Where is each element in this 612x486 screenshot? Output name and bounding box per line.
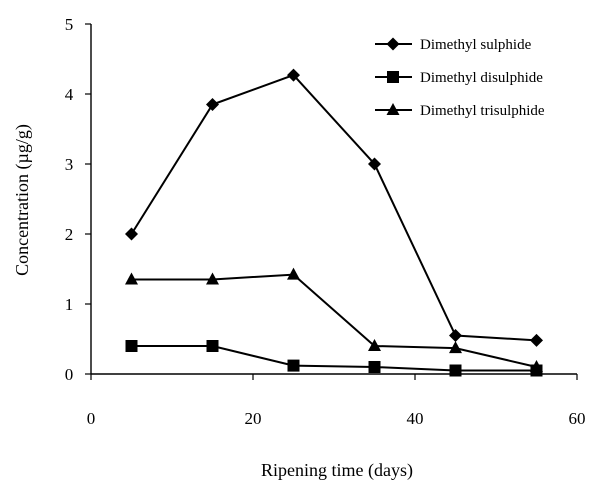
- data-point: [125, 272, 138, 285]
- axes: [90, 24, 577, 375]
- data-point: [287, 359, 300, 372]
- data-point: [449, 329, 462, 342]
- data-point: [206, 340, 219, 352]
- legend-label: Dimethyl trisulphide: [420, 103, 545, 119]
- series-group: [125, 68, 543, 377]
- x-axis-title: Ripening time (days): [261, 460, 413, 481]
- data-point: [530, 360, 543, 372]
- data-point: [287, 68, 300, 82]
- legend-item: Dimethyl sulphide: [375, 37, 532, 53]
- y-axis-title: Concentration (µg/g): [12, 124, 33, 276]
- y-tick-label: 5: [65, 15, 74, 34]
- y-tick-label: 1: [65, 295, 74, 314]
- x-tick-label: 0: [87, 409, 96, 428]
- data-point: [449, 364, 462, 377]
- data-point: [368, 361, 381, 373]
- x-tick-label: 40: [407, 409, 424, 428]
- data-point: [368, 157, 381, 171]
- data-point: [206, 98, 219, 111]
- legend-label: Dimethyl disulphide: [420, 70, 543, 86]
- data-point: [125, 340, 138, 352]
- y-tick-label: 2: [65, 225, 74, 244]
- data-point: [206, 272, 219, 285]
- series-square: [125, 340, 543, 377]
- x-tick-label: 60: [569, 409, 586, 428]
- legend-label: Dimethyl sulphide: [420, 37, 532, 53]
- series-line: [131, 273, 537, 368]
- data-point: [530, 333, 543, 347]
- series-diamond: [125, 68, 543, 347]
- ticks: 0 1 2 3 4 5 0 20 40 60: [65, 15, 586, 428]
- data-point: [125, 227, 138, 241]
- series-line: [131, 345, 537, 372]
- data-point: [287, 267, 300, 280]
- y-tick-label: 3: [65, 155, 74, 174]
- series-line: [130, 73, 537, 342]
- legend-item: Dimethyl disulphide: [375, 70, 543, 86]
- y-tick-label: 0: [65, 365, 74, 384]
- legend-marker: [386, 37, 400, 51]
- legend: Dimethyl sulphide Dimethyl disulphide Dime…: [375, 37, 545, 119]
- legend-marker: [387, 71, 399, 83]
- y-tick-label: 4: [65, 85, 74, 104]
- legend-item: Dimethyl trisulphide: [375, 103, 545, 119]
- x-tick-label: 20: [245, 409, 262, 428]
- legend-marker: [386, 103, 400, 115]
- data-point: [368, 339, 381, 351]
- series-triangle: [125, 267, 543, 372]
- data-point: [449, 341, 462, 354]
